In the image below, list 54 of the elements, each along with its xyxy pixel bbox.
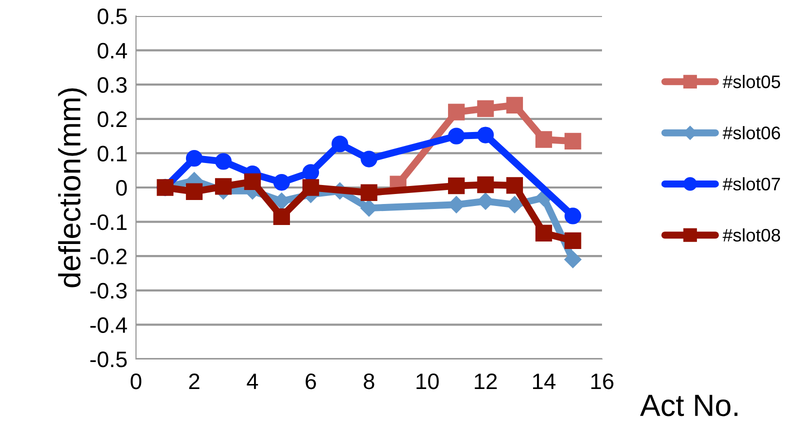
point [215, 178, 232, 195]
y-tick-label: 0.4 [98, 42, 128, 59]
point [506, 196, 524, 214]
legend-label: #slot08 [722, 228, 780, 242]
point [477, 126, 494, 144]
point [186, 150, 203, 167]
point [564, 250, 582, 268]
y-tick-label: -0.3 [90, 282, 127, 299]
point [448, 104, 465, 120]
x-tick-label: 4 [246, 374, 258, 389]
legend-label: #slot06 [722, 126, 780, 140]
y-tick-label: 0.5 [98, 8, 127, 24]
x-tick-label: 2 [189, 373, 200, 389]
y-tick-label: -0.4 [90, 317, 128, 333]
legend-label: #slot07 [722, 177, 780, 190]
point [564, 232, 582, 249]
point [360, 150, 378, 168]
point [564, 132, 582, 150]
point [273, 174, 290, 191]
x-tick-label: 12 [474, 373, 497, 389]
point [506, 96, 523, 114]
point [273, 192, 290, 210]
point [535, 131, 552, 148]
x-axis-title: Act No. [640, 394, 738, 416]
point [215, 153, 232, 170]
point [186, 183, 203, 200]
x-tick-label: 14 [533, 374, 556, 389]
x-tick-label: 6 [306, 373, 316, 390]
point [477, 176, 494, 194]
x-tick-label: 16 [591, 373, 614, 390]
point [535, 224, 552, 242]
x-tick-label: 8 [364, 373, 374, 390]
y-tick-label: 0.2 [98, 111, 127, 128]
point [477, 100, 494, 117]
y-tick-label: 0.1 [98, 146, 127, 162]
point [302, 179, 320, 196]
point [448, 177, 465, 194]
y-tick-label: -0.2 [90, 248, 127, 264]
legend-label: #slot05 [722, 74, 780, 88]
y-tick-label: -0.1 [90, 214, 127, 230]
point [302, 164, 320, 181]
y-tick-label: 0.3 [98, 77, 127, 93]
y-axis-title: deflection(mm) [58, 88, 87, 288]
point [244, 173, 261, 190]
point [360, 184, 378, 201]
point [448, 128, 465, 144]
point [273, 208, 290, 225]
point [506, 177, 523, 194]
x-tick-label: 10 [416, 373, 439, 390]
y-tick-label: 0 [116, 180, 127, 196]
point [332, 136, 348, 152]
x-tick-label: 0 [130, 373, 142, 390]
y-tick-label: -0.5 [90, 352, 127, 368]
point [564, 208, 582, 224]
